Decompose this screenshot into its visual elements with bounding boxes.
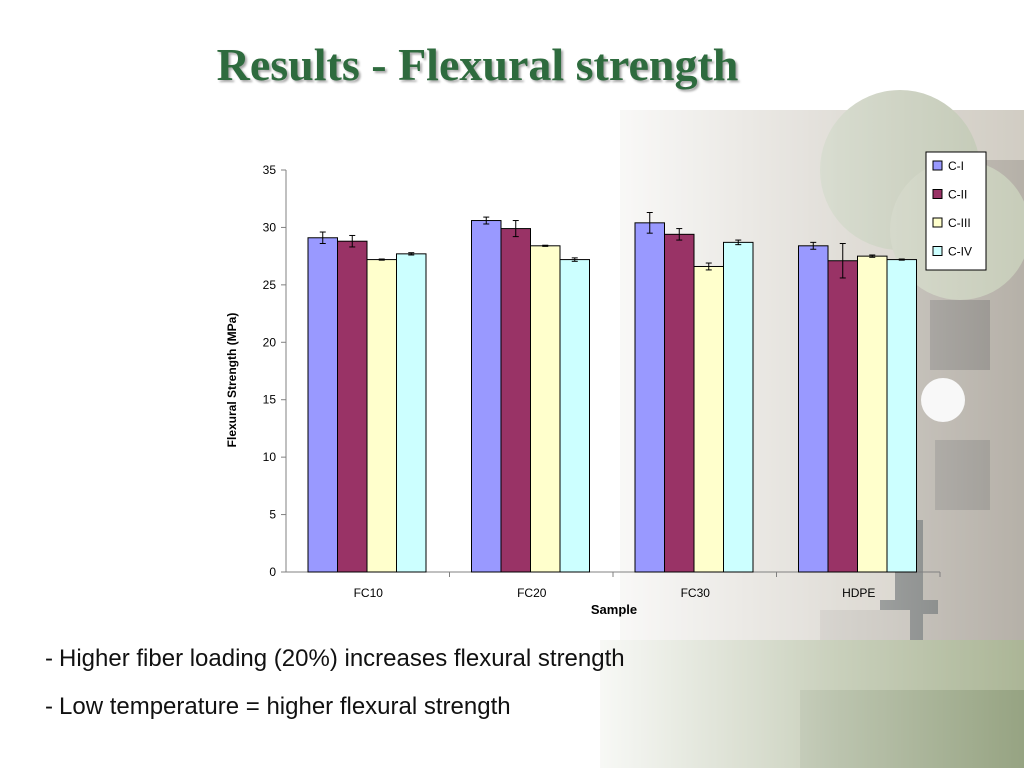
bar-c-iv	[396, 253, 427, 573]
x-tick-label: FC30	[681, 586, 711, 600]
bullet-marker: -	[45, 693, 53, 720]
x-axis-label: Sample	[591, 602, 637, 617]
legend-swatch	[932, 217, 943, 228]
bar-chart: 0 5 10 15 20 25 30 35 FC10 FC20 FC30 HDPE Flexural …	[225, 151, 987, 617]
bar-c-i	[307, 237, 338, 573]
bullet-text: Higher fiber loading (20%) increases fle…	[59, 645, 625, 672]
bar-c-iii	[530, 245, 561, 573]
y-tick-label: 5	[269, 508, 276, 522]
bullet-item: - Low temperature = higher flexural stren…	[45, 693, 945, 721]
bar-c-ii	[337, 240, 368, 573]
plot-area: 0 5 10 15 20 25 30 35 FC10 FC20 FC30 HDPE	[263, 163, 941, 600]
legend-swatch	[932, 246, 943, 256]
bullet-marker: -	[45, 645, 53, 672]
legend-label: C-IV	[948, 245, 972, 259]
bar-c-iv	[723, 241, 754, 573]
y-axis-label: Flexural Strength (MPa)	[225, 313, 239, 448]
legend-label: C-III	[948, 216, 971, 230]
bar-c-ii	[827, 260, 858, 573]
bar-c-ii	[664, 233, 695, 573]
x-tick-label: FC20	[517, 586, 547, 600]
bar-c-ii	[500, 228, 531, 573]
y-tick-label: 35	[263, 163, 277, 177]
legend-swatch	[932, 160, 943, 171]
y-tick-label: 25	[263, 278, 277, 292]
bar-c-iv	[559, 259, 590, 573]
x-tick-label: HDPE	[842, 586, 875, 600]
bar-c-i	[634, 222, 665, 573]
y-tick-label: 15	[263, 393, 277, 407]
bullet-text: Low temperature = higher flexural streng…	[59, 693, 511, 720]
bar-c-i	[798, 245, 829, 573]
legend: C-I C-II C-III C-IV	[925, 151, 987, 271]
legend-label: C-I	[948, 159, 964, 173]
legend-swatch	[932, 189, 943, 199]
bullet-list: - Higher fiber loading (20%) increases fl…	[45, 645, 945, 741]
bar-c-iv	[886, 259, 917, 573]
y-tick-label: 10	[263, 450, 277, 464]
bullet-item: - Higher fiber loading (20%) increases fl…	[45, 645, 945, 673]
bar-c-iii	[693, 265, 724, 573]
y-tick-label: 30	[263, 220, 277, 234]
bar-c-iii	[366, 259, 397, 573]
slide-title: Results - Flexural strength	[216, 39, 739, 90]
x-tick-label: FC10	[354, 586, 384, 600]
y-tick-label: 20	[263, 335, 277, 349]
bar-c-i	[471, 220, 502, 573]
y-tick-label: 0	[269, 565, 276, 579]
legend-label: C-II	[948, 188, 967, 202]
bar-c-iii	[857, 255, 888, 573]
